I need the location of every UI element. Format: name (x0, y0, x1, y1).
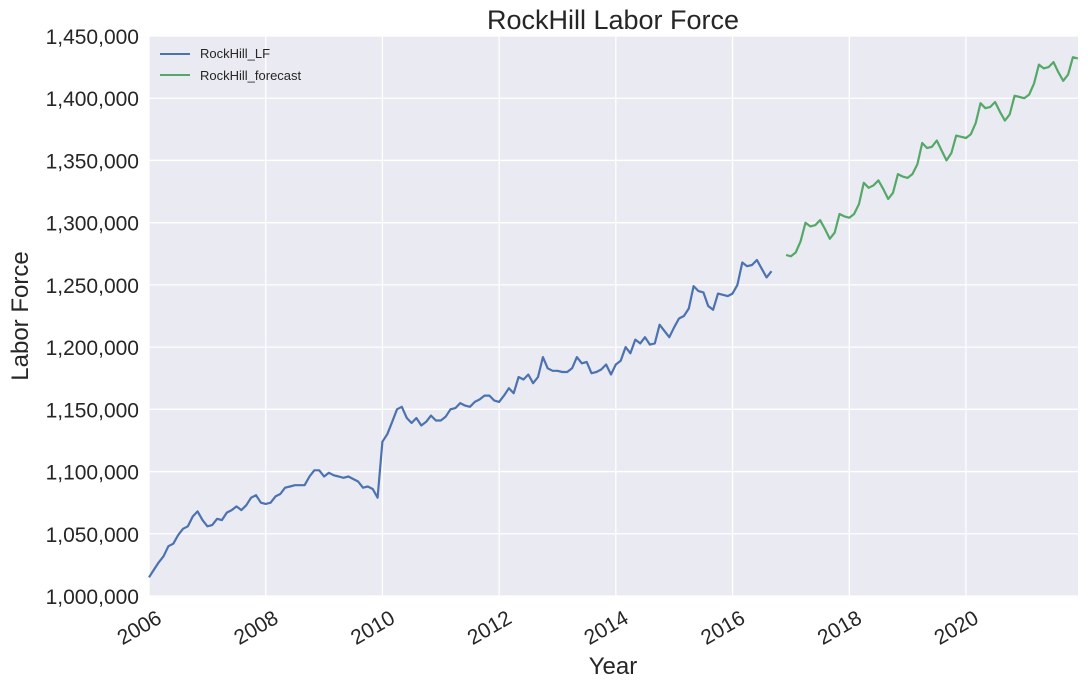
legend: RockHill_LF RockHill_forecast (160, 46, 302, 83)
y-tick-label: 1,000,000 (46, 586, 139, 609)
x-tick-label: 2014 (580, 606, 632, 649)
plot-area (149, 36, 1078, 596)
series-line-rockhill-lf (148, 258, 773, 578)
x-tick-label: 2018 (814, 606, 866, 649)
legend-label-rockhill-lf: RockHill_LF (200, 46, 270, 61)
x-tick-label: 2010 (347, 606, 399, 649)
y-tick-label: 1,150,000 (46, 399, 139, 422)
x-tick-label: 2008 (230, 606, 282, 649)
grid (148, 35, 1078, 597)
x-tick-label: 2006 (114, 606, 166, 649)
y-tick-label: 1,250,000 (46, 275, 139, 298)
legend-label-rockhill-forecast: RockHill_forecast (200, 68, 302, 83)
x-tick-label: 2016 (697, 606, 749, 649)
x-tick-label: 2020 (931, 606, 983, 649)
y-axis-title: Labor Force (7, 251, 34, 380)
y-tick-label: 1,400,000 (46, 88, 139, 111)
x-axis-title: Year (589, 653, 638, 680)
x-tick-label: 2012 (464, 606, 516, 649)
y-tick-label: 1,450,000 (46, 26, 139, 49)
y-tick-label: 1,300,000 (46, 213, 139, 236)
series-layer (148, 56, 1079, 578)
chart-title: RockHill Labor Force (487, 5, 739, 35)
y-tick-label: 1,350,000 (46, 150, 139, 173)
series-line-rockhill-forecast (785, 56, 1079, 258)
y-tick-label: 1,200,000 (46, 337, 139, 360)
y-tick-label: 1,050,000 (46, 524, 139, 547)
y-tick-label: 1,100,000 (46, 462, 139, 485)
